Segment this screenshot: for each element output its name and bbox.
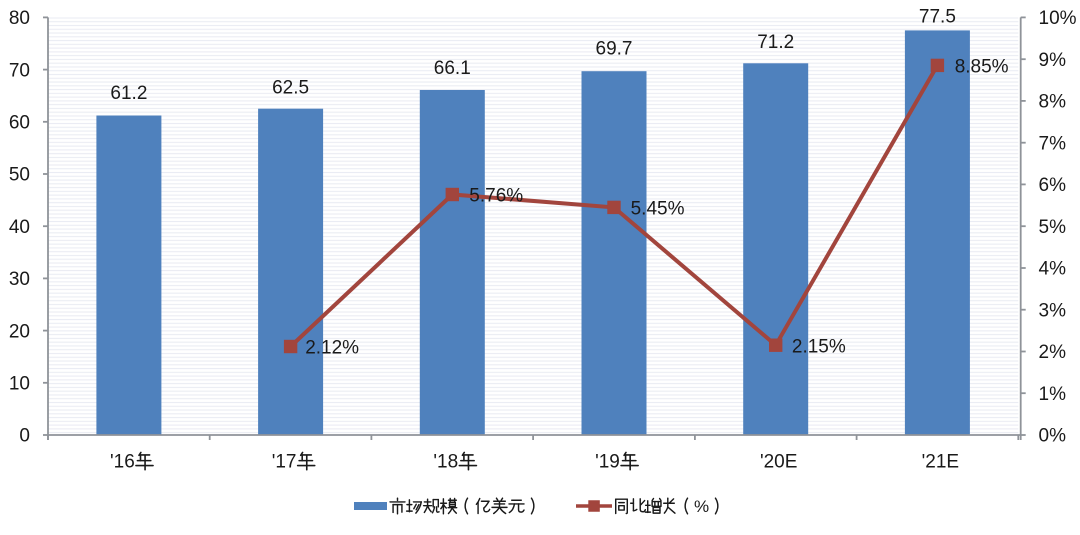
svg-text:'17: '17 xyxy=(272,452,297,473)
svg-text:8.85%: 8.85% xyxy=(955,57,1009,78)
svg-text:6%: 6% xyxy=(1039,175,1067,196)
svg-text:5.76%: 5.76% xyxy=(469,186,523,207)
svg-text:2%: 2% xyxy=(1039,342,1067,363)
svg-text:30: 30 xyxy=(9,269,30,290)
svg-text:4%: 4% xyxy=(1039,259,1067,280)
svg-text:61.2: 61.2 xyxy=(110,83,147,104)
svg-text:71.2: 71.2 xyxy=(757,32,794,53)
svg-text:10%: 10% xyxy=(1039,8,1077,29)
svg-text:'16: '16 xyxy=(110,452,135,473)
svg-text:0: 0 xyxy=(19,426,30,447)
svg-text:10: 10 xyxy=(9,374,30,395)
svg-text:80: 80 xyxy=(9,8,30,29)
svg-text:5%: 5% xyxy=(1039,217,1067,238)
svg-text:77.5: 77.5 xyxy=(919,6,956,27)
svg-text:20: 20 xyxy=(9,321,30,342)
svg-text:'21E: '21E xyxy=(922,452,959,473)
svg-text:5.45%: 5.45% xyxy=(631,199,685,220)
svg-text:7%: 7% xyxy=(1039,133,1067,154)
svg-text:60: 60 xyxy=(9,113,30,134)
svg-text:69.7: 69.7 xyxy=(596,39,633,60)
svg-text:%: % xyxy=(694,497,709,516)
svg-text:'19: '19 xyxy=(595,452,620,473)
svg-text:66.1: 66.1 xyxy=(434,58,471,79)
svg-text:50: 50 xyxy=(9,165,30,186)
svg-text:1%: 1% xyxy=(1039,384,1067,405)
svg-text:0%: 0% xyxy=(1039,426,1067,447)
svg-text:70: 70 xyxy=(9,60,30,81)
svg-text:9%: 9% xyxy=(1039,50,1067,71)
svg-text:40: 40 xyxy=(9,217,30,238)
svg-text:62.5: 62.5 xyxy=(272,78,309,99)
svg-text:2.15%: 2.15% xyxy=(792,337,846,358)
svg-text:2.12%: 2.12% xyxy=(305,337,359,358)
svg-text:3%: 3% xyxy=(1039,300,1067,321)
svg-text:8%: 8% xyxy=(1039,92,1067,113)
svg-text:'18: '18 xyxy=(433,452,458,473)
svg-text:'20E: '20E xyxy=(760,452,797,473)
